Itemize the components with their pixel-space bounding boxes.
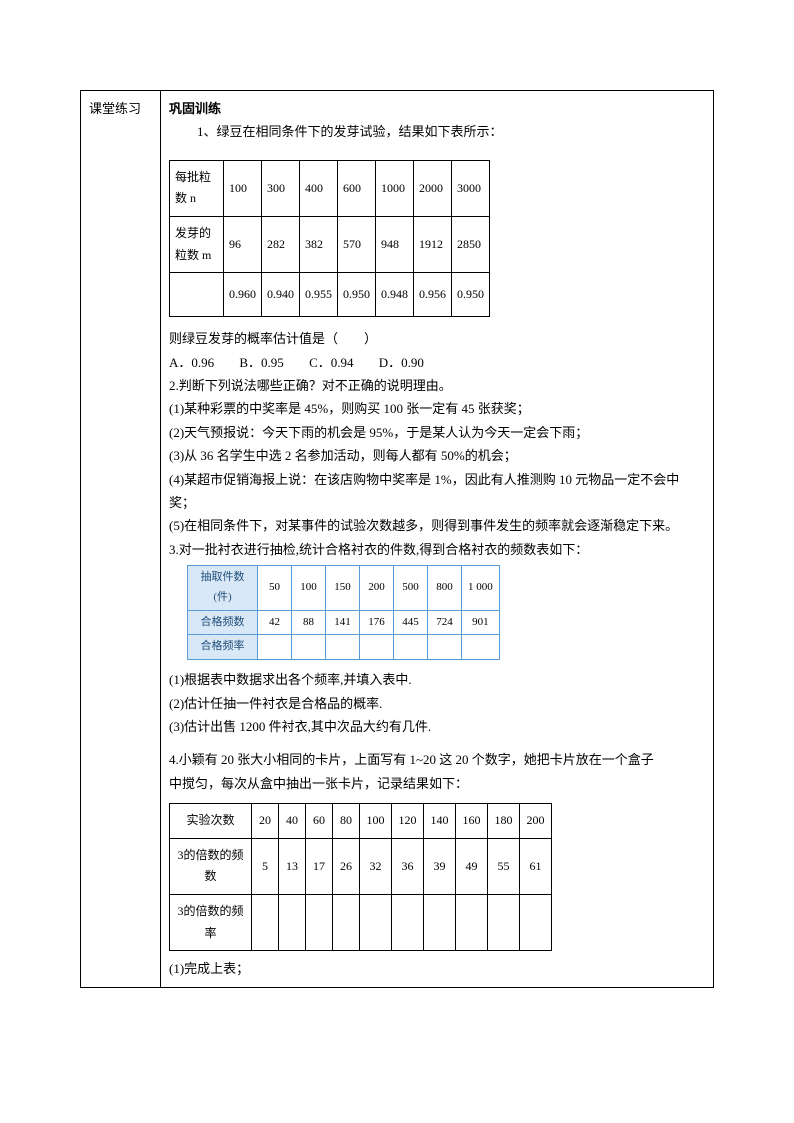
opt-c: C．0.94 [309,355,353,370]
q3-3: (3)估计出售 1200 件衬衣,其中次品大约有几件. [169,715,705,738]
t1-r3-label [170,273,224,317]
t3-r1-label: 实验次数 [170,804,252,839]
content-cell: 巩固训练 1、绿豆在相同条件下的发芽试验，结果如下表所示： 每批粒数 n 100… [161,91,714,988]
q1-intro: 1、绿豆在相同条件下的发芽试验，结果如下表所示： [169,120,705,143]
q3-stem: 3.对一批衬衣进行抽检,统计合格衬衣的件数,得到合格衬衣的频数表如下： [169,538,705,561]
q4-1: (1)完成上表； [169,957,705,980]
opt-a: A．0.96 [169,355,214,370]
q2-3: (3)从 36 名学生中选 2 名参加活动，则每人都有 50%的机会； [169,444,705,467]
t1-r2-label: 发芽的粒数 m [170,216,224,272]
q1-options: A．0.96 B．0.95 C．0.94 D．0.90 [169,351,705,374]
q3-2: (2)估计任抽一件衬衣是合格品的概率. [169,692,705,715]
t2-h1: 抽取件数(件) [188,566,258,611]
q2-5: (5)在相同条件下，对某事件的试验次数越多，则得到事件发生的频率就会逐渐稳定下来… [169,514,705,537]
q2-stem: 2.判断下列说法哪些正确？对不正确的说明理由。 [169,374,705,397]
q4-stem2: 中搅匀，每次从盒中抽出一张卡片，记录结果如下： [169,772,705,795]
q2-2: (2)天气预报说：今天下雨的机会是 95%，于是某人认为今天一定会下雨； [169,421,705,444]
q2-1: (1)某种彩票的中奖率是 45%，则购买 100 张一定有 45 张获奖； [169,397,705,420]
left-label: 课堂练习 [89,101,141,116]
q4-stem1: 4.小颖有 20 张大小相同的卡片，上面写有 1~20 这 20 个数字，她把卡… [169,748,705,771]
t2-h3: 合格频率 [188,635,258,660]
t1-r1-label: 每批粒数 n [170,160,224,216]
t2-h2: 合格频数 [188,610,258,635]
main-layout-table: 课堂练习 巩固训练 1、绿豆在相同条件下的发芽试验，结果如下表所示： 每批粒数 … [80,90,714,988]
q2-4: (4)某超市促销海报上说：在该店购物中奖率是 1%，因此有人推测购 10 元物品… [169,468,705,515]
t3-r3-label: 3的倍数的频率 [170,894,252,950]
q3-1: (1)根据表中数据求出各个频率,并填入表中. [169,668,705,691]
table-2: 抽取件数(件) 50 100 150 200 500 800 1 000 合格频… [187,565,500,660]
section-title: 巩固训练 [169,97,705,120]
opt-b: B．0.95 [239,355,283,370]
table-3: 实验次数 20 40 60 80 100 120 140 160 180 200… [169,803,552,951]
q1-stem: 则绿豆发芽的概率估计值是（ ） [169,327,705,350]
opt-d: D．0.90 [379,355,424,370]
table-1: 每批粒数 n 100 300 400 600 1000 2000 3000 发芽… [169,160,490,317]
t3-r2-label: 3的倍数的频数 [170,838,252,894]
row-label-cell: 课堂练习 [81,91,161,988]
